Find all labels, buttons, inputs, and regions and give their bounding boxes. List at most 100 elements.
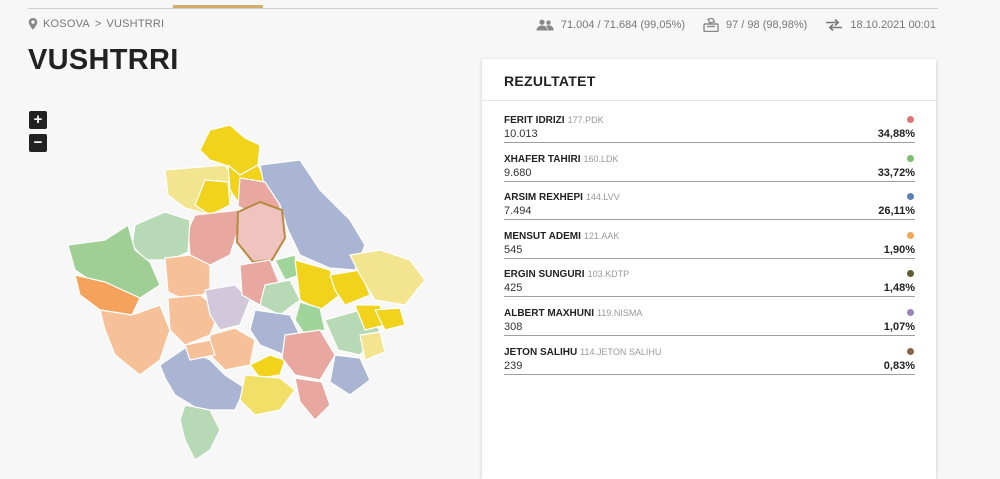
municipality-ferizaj[interactable] (281, 329, 336, 381)
municipality-gjakova[interactable] (99, 304, 171, 376)
municipality-suhareka[interactable] (209, 327, 256, 371)
municipality-kllokot[interactable] (359, 331, 386, 361)
result-row-divider (504, 180, 915, 182)
municipality-malisheva[interactable] (204, 284, 251, 331)
candidate-party: 103.KDTP (587, 269, 630, 280)
candidate-percent: 34,88% (877, 128, 915, 140)
party-color-dot (907, 116, 914, 123)
result-row[interactable]: ARSIM REXHEPI 144.LVV 7.494 26,11% (504, 191, 915, 230)
candidate-line: XHAFER TAHIRI 160.LDK (504, 153, 915, 166)
sync-arrows-icon (826, 19, 843, 31)
municipality-vushtrri[interactable] (236, 201, 286, 263)
party-color-dot (907, 231, 914, 239)
updated-stat: 18.10.2021 00:01 (825, 19, 936, 31)
candidate-percent: 1,90% (883, 243, 915, 256)
municipality-shterpca[interactable] (239, 374, 296, 416)
municipality-skenderaj[interactable] (187, 209, 241, 266)
last-updated: 18.10.2021 00:01 (850, 19, 936, 31)
candidate-party: 144.LVV (585, 192, 620, 203)
party-color-dot (907, 347, 914, 355)
page-title: VUSHTRRI (28, 44, 179, 76)
result-row-divider (504, 142, 915, 143)
result-row[interactable]: FERIT IDRIZI 177.PDK 10.013 34,88% (504, 114, 915, 153)
candidate-name: ERGIN SUNGURI (504, 269, 585, 281)
municipality-prishtina[interactable] (294, 259, 341, 311)
candidate-votes: 545 (504, 243, 523, 256)
voters-turnout: 71.004 / 71.684 (99,05%) (560, 19, 686, 31)
candidate-name: XHAFER TAHIRI (504, 153, 581, 165)
candidate-line: JETON SALIHU 114.JETON SALIHU (504, 346, 915, 359)
kosovo-municipality-map (67, 124, 426, 461)
candidate-percent: 0,83% (883, 359, 915, 372)
result-row[interactable]: MENSUT ADEMI 121.AAK 545 1,90% (504, 230, 915, 269)
municipality-shtime[interactable] (249, 354, 286, 379)
results-title: REZULTATET (504, 73, 596, 89)
candidate-line: ERGIN SUNGURI 103.KDTP (504, 268, 915, 281)
zoom-out-button[interactable]: − (29, 134, 47, 152)
candidate-party: 114.JETON SALIHU (580, 346, 662, 357)
ballot-box-icon (703, 18, 719, 32)
municipality-mamusha[interactable] (184, 339, 216, 361)
candidate-name: ALBERT MAXHUNI (504, 307, 594, 319)
candidate-percent: 26,11% (878, 205, 915, 218)
candidate-name: FERIT IDRIZI (504, 115, 565, 126)
candidate-votes: 10.013 (504, 128, 538, 140)
candidate-votes: 239 (504, 359, 523, 372)
people-icon (536, 19, 554, 31)
candidate-line: ARSIM REXHEPI 144.LVV (504, 191, 915, 204)
candidate-name: MENSUT ADEMI (504, 230, 581, 242)
candidate-votes: 308 (504, 320, 523, 333)
candidate-party: 177.PDK (567, 115, 604, 125)
candidate-percent: 33,72% (877, 166, 915, 179)
result-row-divider (504, 219, 915, 221)
result-row[interactable]: JETON SALIHU 114.JETON SALIHU 239 0,83% (504, 346, 915, 385)
party-color-dot (907, 308, 914, 316)
municipality-ranillug[interactable] (374, 307, 406, 331)
candidate-line: FERIT IDRIZI 177.PDK (504, 114, 915, 127)
stations-stat: 97 / 98 (98,98%) (703, 18, 807, 32)
municipality-dragash[interactable] (179, 404, 221, 461)
pin-icon (28, 18, 38, 30)
party-color-dot (907, 193, 914, 201)
breadcrumb-current: VUSHTRRI (106, 18, 165, 30)
results-panel: REZULTATET FERIT IDRIZI 177.PDK 10.013 34… (482, 59, 936, 479)
zoom-in-button[interactable]: + (29, 111, 47, 129)
candidate-line: ALBERT MAXHUNI 119.NISMA (504, 307, 915, 320)
municipality-novoberda[interactable] (329, 269, 371, 306)
result-row[interactable]: XHAFER TAHIRI 160.LDK 9.680 33,72% (504, 153, 915, 192)
results-title-divider (482, 100, 936, 101)
municipality-kline[interactable] (164, 254, 211, 303)
voters-stat: 71.004 / 71.684 (99,05%) (536, 19, 685, 31)
candidate-party: 160.LDK (583, 153, 619, 164)
result-row-divider (504, 334, 915, 336)
result-row[interactable]: ALBERT MAXHUNI 119.NISMA 308 1,07% (504, 307, 915, 346)
candidate-percent: 1,48% (883, 282, 915, 295)
result-row-divider (504, 296, 915, 298)
municipality-istog[interactable] (131, 211, 191, 261)
party-color-dot (907, 154, 914, 162)
breadcrumb-kosova-link[interactable]: KOSOVA (43, 18, 90, 30)
candidate-votes: 9.680 (504, 166, 532, 179)
candidate-party: 121.AAK (583, 230, 620, 241)
active-tab-indicator (173, 5, 263, 8)
party-color-dot (907, 270, 914, 278)
municipality-vitia[interactable] (329, 354, 371, 396)
candidate-party: 119.NISMA (597, 307, 643, 318)
municipality-kaçanik[interactable] (294, 377, 331, 421)
municipality-kamenica[interactable] (349, 249, 426, 306)
stats-bar: 71.004 / 71.684 (99,05%) 97 / 98 (98,98%… (536, 18, 936, 32)
candidate-name: ARSIM REXHEPI (504, 192, 583, 204)
candidate-line: MENSUT ADEMI 121.AAK (504, 230, 915, 243)
candidate-votes: 425 (504, 282, 523, 295)
breadcrumb: KOSOVA > VUSHTRRI (28, 18, 164, 30)
top-divider (28, 8, 938, 9)
municipality-zveçan[interactable] (194, 179, 231, 216)
result-row[interactable]: ERGIN SUNGURI 103.KDTP 425 1,48% (504, 268, 915, 307)
candidate-percent: 1,07% (883, 320, 915, 333)
result-row-divider (504, 373, 915, 375)
breadcrumb-separator: > (94, 18, 102, 30)
municipality-fushe-kosova[interactable] (259, 279, 301, 316)
results-list: FERIT IDRIZI 177.PDK 10.013 34,88% XHAFER… (504, 114, 915, 384)
candidate-name: JETON SALIHU (504, 346, 578, 358)
result-row-divider (504, 257, 915, 259)
